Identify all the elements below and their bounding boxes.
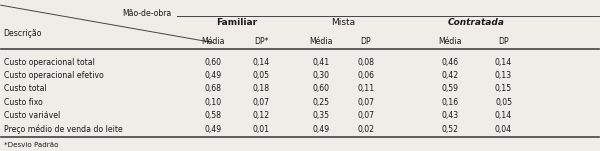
Text: 0,07: 0,07 (358, 98, 374, 107)
Text: 0,11: 0,11 (357, 84, 374, 93)
Text: Custo fixo: Custo fixo (4, 98, 43, 107)
Text: 0,07: 0,07 (358, 111, 374, 120)
Text: 0,16: 0,16 (441, 98, 458, 107)
Text: 0,18: 0,18 (253, 84, 269, 93)
Text: 0,60: 0,60 (313, 84, 329, 93)
Text: DP*: DP* (254, 37, 268, 46)
Text: Custo variável: Custo variável (4, 111, 60, 120)
Text: Custo operacional efetivo: Custo operacional efetivo (4, 71, 103, 80)
Text: 0,14: 0,14 (253, 58, 270, 67)
Text: Familiar: Familiar (217, 18, 258, 27)
Text: *Desvio Padrão: *Desvio Padrão (4, 142, 58, 148)
Text: Custo total: Custo total (4, 84, 46, 93)
Text: 0,14: 0,14 (495, 58, 512, 67)
Text: Contratada: Contratada (448, 18, 505, 27)
Text: DP: DP (361, 37, 371, 46)
Text: 0,15: 0,15 (495, 84, 512, 93)
Text: 0,58: 0,58 (205, 111, 222, 120)
Text: 0,68: 0,68 (205, 84, 222, 93)
Text: 0,43: 0,43 (441, 111, 458, 120)
Text: 0,10: 0,10 (205, 98, 222, 107)
Text: 0,05: 0,05 (253, 71, 269, 80)
Text: Preço médio de venda do leite: Preço médio de venda do leite (4, 125, 122, 134)
Text: Custo operacional total: Custo operacional total (4, 58, 95, 67)
Text: Mão-de-obra: Mão-de-obra (122, 9, 171, 18)
Text: 0,08: 0,08 (358, 58, 374, 67)
Text: 0,52: 0,52 (441, 125, 458, 134)
Text: 0,49: 0,49 (205, 125, 222, 134)
Text: 0,35: 0,35 (313, 111, 329, 120)
Text: 0,01: 0,01 (253, 125, 269, 134)
Text: Média: Média (309, 37, 333, 46)
Text: 0,13: 0,13 (495, 71, 512, 80)
Text: 0,41: 0,41 (313, 58, 329, 67)
Text: 0,05: 0,05 (495, 98, 512, 107)
Text: Descrição: Descrição (4, 29, 42, 38)
Text: 0,46: 0,46 (441, 58, 458, 67)
Text: 0,06: 0,06 (358, 71, 374, 80)
Text: 0,42: 0,42 (441, 71, 458, 80)
Text: 0,12: 0,12 (253, 111, 269, 120)
Text: 0,04: 0,04 (495, 125, 512, 134)
Text: 0,07: 0,07 (253, 98, 269, 107)
Text: 0,60: 0,60 (205, 58, 222, 67)
Text: 0,02: 0,02 (358, 125, 374, 134)
Text: Média: Média (202, 37, 225, 46)
Text: Média: Média (438, 37, 461, 46)
Text: Mista: Mista (331, 18, 355, 27)
Text: 0,25: 0,25 (313, 98, 329, 107)
Text: 0,49: 0,49 (205, 71, 222, 80)
Text: 0,49: 0,49 (313, 125, 329, 134)
Text: 0,59: 0,59 (441, 84, 458, 93)
Text: DP: DP (498, 37, 509, 46)
Text: 0,14: 0,14 (495, 111, 512, 120)
Text: 0,30: 0,30 (313, 71, 329, 80)
